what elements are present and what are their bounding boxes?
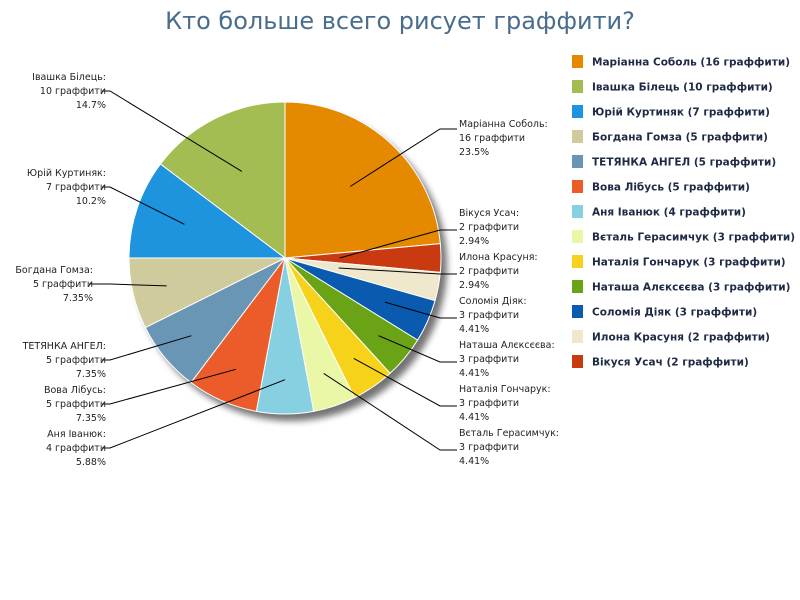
slice-label-count-вова-лібусь: 5 граффити: [46, 399, 106, 410]
slice-label-name-илона-красуня: Илона Красуня:: [459, 252, 538, 263]
legend-label-аня-іванюк: Аня Іванюк (4 граффити): [592, 207, 746, 219]
leader-line-илона-красуня: [338, 267, 457, 275]
slice-label-name-вєталь-герасимчук: Вєталь Герасимчук:: [459, 428, 559, 439]
legend-swatch-наталія-гончарук: [572, 255, 583, 268]
slice-label-percent-вікуся-усач: 2.94%: [459, 236, 489, 247]
legend-swatch-івашка-білець: [572, 80, 583, 93]
legend-label-соломія-дiяк: Соломія Дiяк (3 граффити): [592, 307, 757, 319]
slice-label-count-наталія-гончарук: 3 граффити: [459, 398, 519, 409]
slice-label-count-богдана-гомза: 5 граффити: [33, 279, 93, 290]
legend-label-илона-красуня: Илона Красуня (2 граффити): [592, 332, 770, 344]
legend-swatch-наташа-алєксєєва: [572, 280, 583, 293]
slice-label-percent-вєталь-герасимчук: 4.41%: [459, 456, 489, 467]
slice-label-count-вікуся-усач: 2 граффити: [459, 222, 519, 233]
legend-label-івашка-білець: Івашка Білець (10 граффити): [592, 82, 773, 94]
legend-label-вєталь-герасимчук: Вєталь Герасимчук (3 граффити): [592, 232, 795, 244]
leader-line-маріанна-соболь: [349, 128, 457, 187]
slice-label-percent-соломія-дiяк: 4.41%: [459, 324, 489, 335]
slice-label-percent-наташа-алєксєєва: 4.41%: [459, 368, 489, 379]
legend-swatch-богдана-гомза: [572, 130, 583, 143]
leader-line-наталія-гончарук: [353, 357, 457, 407]
slice-label-name-тетянка-ангел: ТЕТЯНКА АНГЕЛ:: [22, 341, 106, 352]
slice-label-percent-богдана-гомза: 7.35%: [63, 293, 93, 304]
legend-label-наталія-гончарук: Наталія Гончарук (3 граффити): [592, 257, 786, 269]
leader-line-соломія-дiяк: [384, 301, 457, 319]
slice-label-name-аня-іванюк: Аня Іванюк:: [47, 429, 106, 440]
slice-label-name-івашка-білець: Івашка Білець:: [32, 72, 106, 83]
legend-swatch-тетянка-ангел: [572, 155, 583, 168]
leader-line-наташа-алєксєєва: [378, 335, 457, 363]
leader-line-вікуся-усач: [339, 229, 457, 259]
slice-label-count-соломія-дiяк: 3 граффити: [459, 310, 519, 321]
legend-label-юрій-куртиняк: Юрій Куртиняк (7 граффити): [592, 107, 770, 119]
chart-title: Кто больше всего рисует граффити?: [165, 7, 635, 35]
legend-swatch-вова-лібусь: [572, 180, 583, 193]
legend-label-наташа-алєксєєва: Наташа Алєксєєва (3 граффити): [592, 282, 790, 294]
slice-label-name-вікуся-усач: Вікуся Усач:: [459, 208, 519, 219]
legend-label-богдана-гомза: Богдана Гомза (5 граффити): [592, 132, 768, 144]
pie-slice-юрій-куртиняк: [128, 163, 287, 259]
legend-label-вікуся-усач: Вікуся Усач (2 граффити): [592, 357, 749, 369]
slice-label-name-маріанна-соболь: Маріанна Соболь:: [459, 119, 548, 130]
slice-label-name-наташа-алєксєєва: Наташа Алєксєєва:: [459, 340, 555, 351]
legend-swatch-юрій-куртиняк: [572, 105, 583, 118]
slice-label-percent-аня-іванюк: 5.88%: [76, 457, 106, 468]
legend-label-маріанна-соболь: Маріанна Соболь (16 граффити): [592, 57, 790, 69]
leader-lines: [89, 90, 457, 451]
slice-label-count-маріанна-соболь: 16 граффити: [459, 133, 525, 144]
legend-label-вова-лібусь: Вова Лібусь (5 граффити): [592, 182, 750, 194]
leader-line-богдана-гомза: [89, 283, 167, 287]
slice-label-count-тетянка-ангел: 5 граффити: [46, 355, 106, 366]
slice-label-count-вєталь-герасимчук: 3 граффити: [459, 442, 519, 453]
legend-swatch-вєталь-герасимчук: [572, 230, 583, 243]
legend-swatch-соломія-дiяк: [572, 305, 583, 318]
slice-label-name-богдана-гомза: Богдана Гомза:: [15, 265, 93, 276]
legend-swatch-маріанна-соболь: [572, 55, 583, 68]
slice-label-percent-вова-лібусь: 7.35%: [76, 413, 106, 424]
slice-label-percent-наталія-гончарук: 4.41%: [459, 412, 489, 423]
legend-swatch-илона-красуня: [572, 330, 583, 343]
slice-label-percent-івашка-білець: 14.7%: [76, 100, 106, 111]
slice-labels: Маріанна Соболь: 16 граффити 23.5% Вікуся У…: [15, 72, 559, 468]
legend-swatch-вікуся-усач: [572, 355, 583, 368]
slice-label-count-аня-іванюк: 4 граффити: [46, 443, 106, 454]
slice-label-percent-маріанна-соболь: 23.5%: [459, 147, 489, 158]
slice-label-count-івашка-білець: 10 граффити: [40, 86, 106, 97]
leader-line-аня-іванюк: [102, 379, 286, 449]
slice-label-count-наташа-алєксєєва: 3 граффити: [459, 354, 519, 365]
slice-label-name-соломія-дiяк: Соломія Дiяк:: [459, 296, 527, 307]
pie-slice-маріанна-соболь: [284, 101, 441, 259]
legend-label-тетянка-ангел: ТЕТЯНКА АНГЕЛ (5 граффити): [592, 157, 776, 169]
slice-label-percent-тетянка-ангел: 7.35%: [76, 369, 106, 380]
slice-label-count-юрій-куртиняк: 7 граффити: [46, 182, 106, 193]
slice-label-name-вова-лібусь: Вова Лібусь:: [44, 385, 106, 396]
legend: Маріанна Соболь (16 граффити) Івашка Біле…: [572, 55, 795, 369]
legend-swatch-аня-іванюк: [572, 205, 583, 218]
slice-label-percent-илона-красуня: 2.94%: [459, 280, 489, 291]
pie-slices: [128, 101, 442, 415]
leader-line-вєталь-герасимчук: [323, 372, 457, 451]
leader-line-тетянка-ангел: [102, 335, 192, 361]
slice-label-percent-юрій-куртиняк: 10.2%: [76, 196, 106, 207]
slice-label-name-юрій-куртиняк: Юрій Куртиняк:: [27, 168, 106, 179]
slice-label-name-наталія-гончарук: Наталія Гончарук:: [459, 384, 551, 395]
leader-line-юрій-куртиняк: [102, 186, 185, 225]
leader-line-вова-лібусь: [102, 368, 237, 405]
leader-line-івашка-білець: [102, 90, 243, 172]
slice-label-count-илона-красуня: 2 граффити: [459, 266, 519, 277]
